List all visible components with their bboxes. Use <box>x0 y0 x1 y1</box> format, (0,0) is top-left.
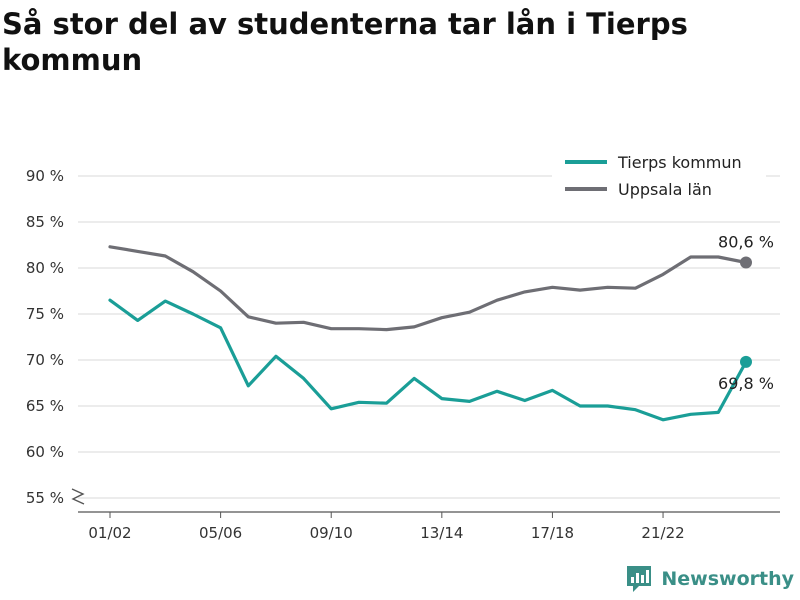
end-value-label: 69,8 % <box>718 374 774 393</box>
x-axis-labels: 01/02 05/06 09/10 13/14 17/18 21/22 <box>88 524 684 542</box>
newsworthy-logo-icon <box>627 566 652 592</box>
series-line-uppsala-lan <box>108 245 748 332</box>
y-tick-label: 65 % <box>26 397 64 415</box>
x-tick-label: 13/14 <box>420 524 463 542</box>
chart-title: Så stor del av studenterna tar lån i Tie… <box>2 7 688 77</box>
legend-label: Tierps kommun <box>617 153 742 172</box>
x-tick-label: 09/10 <box>310 524 353 542</box>
y-axis-labels: 55 % 60 % 65 % 70 % 75 % 80 % 85 % 90 % <box>26 167 64 507</box>
x-axis <box>71 488 780 518</box>
y-tick-label: 70 % <box>26 351 64 369</box>
legend-background <box>552 146 766 208</box>
legend: Tierps kommun Uppsala län <box>552 146 766 208</box>
series-layer: 69,8 % 80,6 % <box>108 232 774 422</box>
y-tick-label: 90 % <box>26 167 64 185</box>
x-tick-label: 17/18 <box>531 524 574 542</box>
end-value-label: 80,6 % <box>718 232 774 251</box>
x-tick-label: 01/02 <box>88 524 131 542</box>
brand-name: Newsworthy <box>661 568 794 590</box>
newsworthy-brand: Newsworthy <box>625 564 794 594</box>
y-tick-label: 80 % <box>26 259 64 277</box>
y-tick-label: 75 % <box>26 305 64 323</box>
axis-break-mark <box>71 488 85 505</box>
y-tick-label: 60 % <box>26 443 64 461</box>
series-line-tierps-kommun <box>108 298 748 422</box>
y-tick-label: 55 % <box>26 489 64 507</box>
x-tick-label: 05/06 <box>199 524 242 542</box>
y-tick-label: 85 % <box>26 213 64 231</box>
legend-label: Uppsala län <box>618 180 712 199</box>
end-point <box>740 355 752 368</box>
x-tick-label: 21/22 <box>641 524 684 542</box>
end-point <box>740 256 752 269</box>
gridlines <box>78 175 780 499</box>
